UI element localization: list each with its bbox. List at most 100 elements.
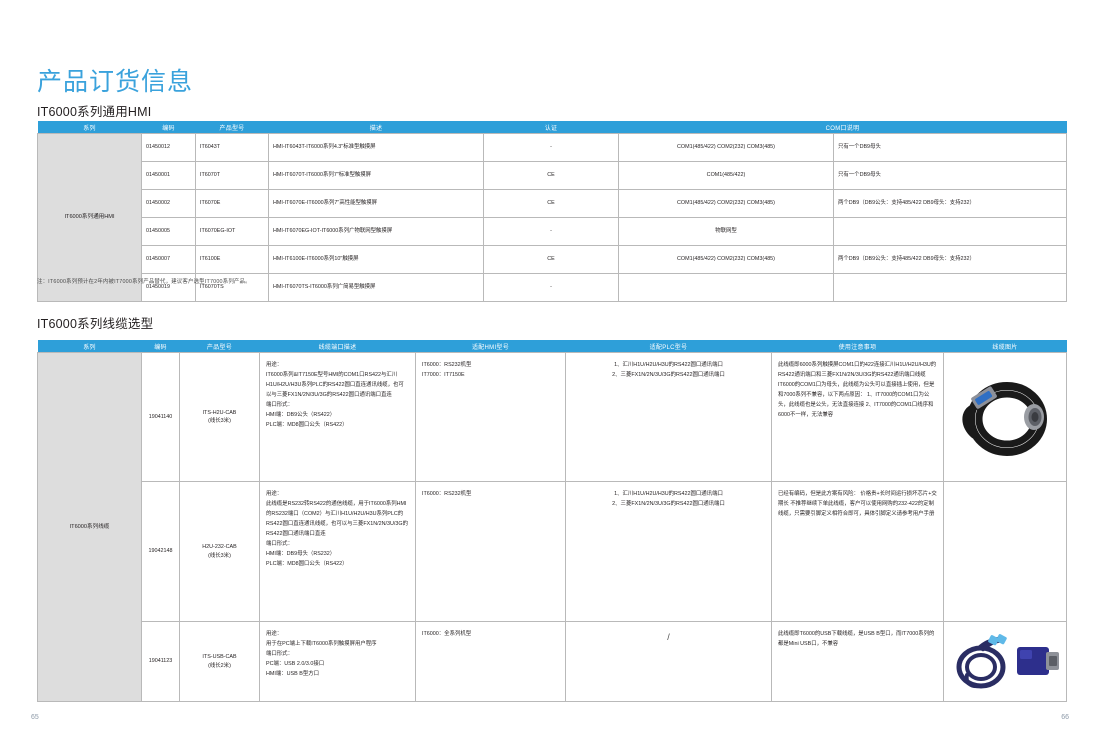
plc-model-line: 2、三菱FX1N/2N/3U/3G的RS422圆口通讯端口 [612, 501, 725, 508]
cell-model: ITS-H2U-CAB (线长3米) [179, 352, 260, 482]
cell-description: HMI-IT6043T-IT6000系列4.3"标准型触摸屏 [268, 133, 484, 162]
cell-certification: CE [483, 245, 619, 274]
cell-description: HMI-IT6070EG-IOT-IT6000系列广物联网型触摸屏 [268, 217, 484, 246]
cell-hmi-models: IT6000：全系列机型 [415, 621, 566, 702]
cell-plc-models: 1、汇川H1U/H2U/H3U的RS422圆口通讯端口 2、三菱FX1N/2N/… [565, 481, 772, 622]
cell-model: IT6100E [195, 245, 269, 274]
cell-model-name: ITS-USB-CAB [202, 654, 237, 661]
col-header-description: 描述 [268, 121, 484, 134]
coiled-black-cable-db9-icon [962, 382, 1047, 456]
cell-com-ports: 物联网型 [618, 217, 834, 246]
table-row: IT6000系列线缆 19041140 ITS-H2U-CAB (线长3米) 用… [37, 352, 1067, 702]
cell-cable-photo [943, 481, 1067, 622]
cell-certification: - [483, 133, 619, 162]
cell-model: IT6070T [195, 161, 269, 190]
port-plc: PLC端：MD8圆口公头（RS422） [266, 422, 348, 428]
cell-port-description: 用途： 用于在PC端上下载IT6000系列触摸屏用户程序 端口形式： PC端：U… [259, 621, 416, 702]
cell-description: HMI-IT6100E-IT6000系列10"触摸屏 [268, 245, 484, 274]
cell-port-description: 用途： IT6000系列&IT7150E型号HMI的COM1口RS422与汇川H… [259, 352, 416, 482]
cell-code: 01450005 [141, 217, 196, 246]
cell-code: 19042148 [141, 481, 180, 622]
cell-com-note [833, 217, 1067, 246]
cell-model-name: ITS-H2U-CAB [202, 409, 237, 416]
cell-com-note: 两个DB9（DB9公头：支持485/422 DB9母头：支持232） [833, 245, 1067, 274]
section-title-cable: IT6000系列线缆选型 [37, 317, 154, 331]
cell-model-length: (线长3米) [208, 552, 231, 559]
col-header-photo: 线缆图片 [943, 340, 1067, 353]
cell-certification: - [483, 217, 619, 246]
cell-com-ports: COM1(485/422) COM2(232) COM3(485) [618, 189, 834, 218]
cell-model: H2U-232-CAB (线长3米) [179, 481, 260, 622]
desc-body: 此线缆是RS232转RS422的通信线缆，用于IT6000系列HMI的RS232… [266, 501, 408, 537]
col-header-code: 编码 [141, 340, 180, 353]
port-title: 端口形式： [266, 651, 293, 657]
cell-plc-models: / [565, 621, 772, 702]
hmi-model-line: IT7000：IT7150E [422, 372, 465, 379]
port-title: 端口形式： [266, 541, 293, 547]
cell-code: 01450012 [141, 133, 196, 162]
col-header-com: COM口说明 [618, 121, 1067, 134]
cell-cable-photo [943, 621, 1067, 702]
series-label-cell: IT6000系列线缆 [37, 352, 142, 702]
hmi-table-footnote: 注：IT6000系列预计在2年内被IT7000系列产品替代，建议客户选型IT70… [37, 279, 251, 285]
table-row: 01450019 IT6070TS HMI-IT6070TS-IT6000系列广… [38, 273, 1067, 302]
cell-certification: CE [483, 161, 619, 190]
page-number-right: 66 [1061, 714, 1069, 721]
cell-model-name: H2U-232-CAB [202, 544, 237, 551]
table-header-row: 系列 编码 产品型号 线缆端口描述 适配HMI型号 适配PLC型号 使用注意事项… [37, 340, 1067, 353]
table-row: 19041123 ITS-USB-CAB (线长2米) 用途： 用于在PC端上下… [38, 621, 1067, 702]
port-hmi: PC端：USB 2.0/3.0接口 [266, 661, 325, 667]
col-header-plc-model: 适配PLC型号 [565, 340, 772, 353]
table-row: 01450002 IT6070E HMI-IT6070E-IT6000系列7"高… [38, 189, 1067, 218]
cell-com-ports: COM1(485/422) [618, 161, 834, 190]
cell-model: IT6070TS [195, 273, 269, 302]
desc-title: 用途： [266, 631, 283, 637]
col-header-model: 产品型号 [179, 340, 260, 353]
col-header-series: 系列 [37, 340, 142, 353]
cell-com-note: 只有一个DB9母头 [833, 161, 1067, 190]
col-header-port-description: 线缆端口描述 [259, 340, 416, 353]
cell-usage-notes: 此线缆即T6000的USB下载线缆，是USB B型口，而IT7000系列的都是M… [771, 621, 944, 702]
desc-title: 用途： [266, 362, 283, 368]
cell-certification: CE [483, 189, 619, 218]
cell-code: 01450007 [141, 245, 196, 274]
table-row: 19042148 H2U-232-CAB (线长3米) 用途： 此线缆是RS23… [38, 481, 1067, 622]
port-hmi: HMI端：DB9公头（RS422） [266, 412, 336, 418]
cell-code: 01450019 [141, 273, 196, 302]
cell-plc-models: 1、汇川H1U/H2U/H3U的RS422圆口通讯端口 2、三菱FX1N/2N/… [565, 352, 772, 482]
plc-model-line: 2、三菱FX1N/2N/3U/3G的RS422圆口通讯端口 [612, 372, 725, 379]
table-row: IT6000系列通用HMI 01450012 IT6043T HMI-IT604… [37, 133, 1067, 302]
cell-com-ports: COM1(485/422) COM2(232) COM3(485) [618, 133, 834, 162]
col-header-code: 编码 [141, 121, 196, 134]
cell-code: 01450002 [141, 189, 196, 218]
table-row: 01450005 IT6070EG-IOT HMI-IT6070EG-IOT-I… [38, 217, 1067, 246]
plc-model-line: 1、汇川H1U/H2U/H3U的RS422圆口通讯端口 [614, 491, 723, 497]
port-hmi: HMI端：DB9母头（RS232） [266, 551, 336, 557]
col-header-hmi-model: 适配HMI型号 [415, 340, 566, 353]
port-title: 端口形式： [266, 402, 293, 408]
cell-com-note: 两个DB9（DB9公头：支持485/422 DB9母头：支持232） [833, 189, 1067, 218]
cell-com-note: 只有一个DB9母头 [833, 133, 1067, 162]
desc-title: 用途： [266, 491, 283, 497]
desc-body: IT6000系列&IT7150E型号HMI的COM1口RS422与汇川H1U/H… [266, 372, 404, 398]
col-header-notes: 使用注意事项 [771, 340, 944, 353]
cell-com-note [833, 273, 1067, 302]
cell-model: ITS-USB-CAB (线长2米) [179, 621, 260, 702]
hmi-model-line: IT6000：全系列机型 [422, 631, 472, 637]
cell-model-length: (线长3米) [208, 418, 231, 424]
cell-description: HMI-IT6070TS-IT6000系列广简易型触摸屏 [268, 273, 484, 302]
page-title: 产品订货信息 [37, 67, 194, 96]
cell-hmi-models: IT6000：RS232机型 [415, 481, 566, 622]
port-plc: PLC端：MD8圆口公头（RS422） [266, 561, 348, 567]
col-header-model: 产品型号 [195, 121, 269, 134]
desc-body: 用于在PC端上下载IT6000系列触摸屏用户程序 [266, 641, 377, 647]
cell-certification: - [483, 273, 619, 302]
page-number-left: 65 [31, 714, 39, 721]
cell-description: HMI-IT6070T-IT6000系列7"标准型触摸屏 [268, 161, 484, 190]
cell-com-ports: COM1(485/422) COM2(232) COM3(485) [618, 245, 834, 274]
col-header-certification: 认证 [483, 121, 619, 134]
series-label-cell: IT6000系列通用HMI [37, 133, 142, 302]
cell-cable-photo [943, 352, 1067, 482]
hmi-model-line: IT6000：RS232机型 [422, 362, 472, 368]
cell-usage-notes: 此线缆即6000系列触摸屏COM1口的422连接汇川H1U/H2U/H3U的RS… [771, 352, 944, 482]
